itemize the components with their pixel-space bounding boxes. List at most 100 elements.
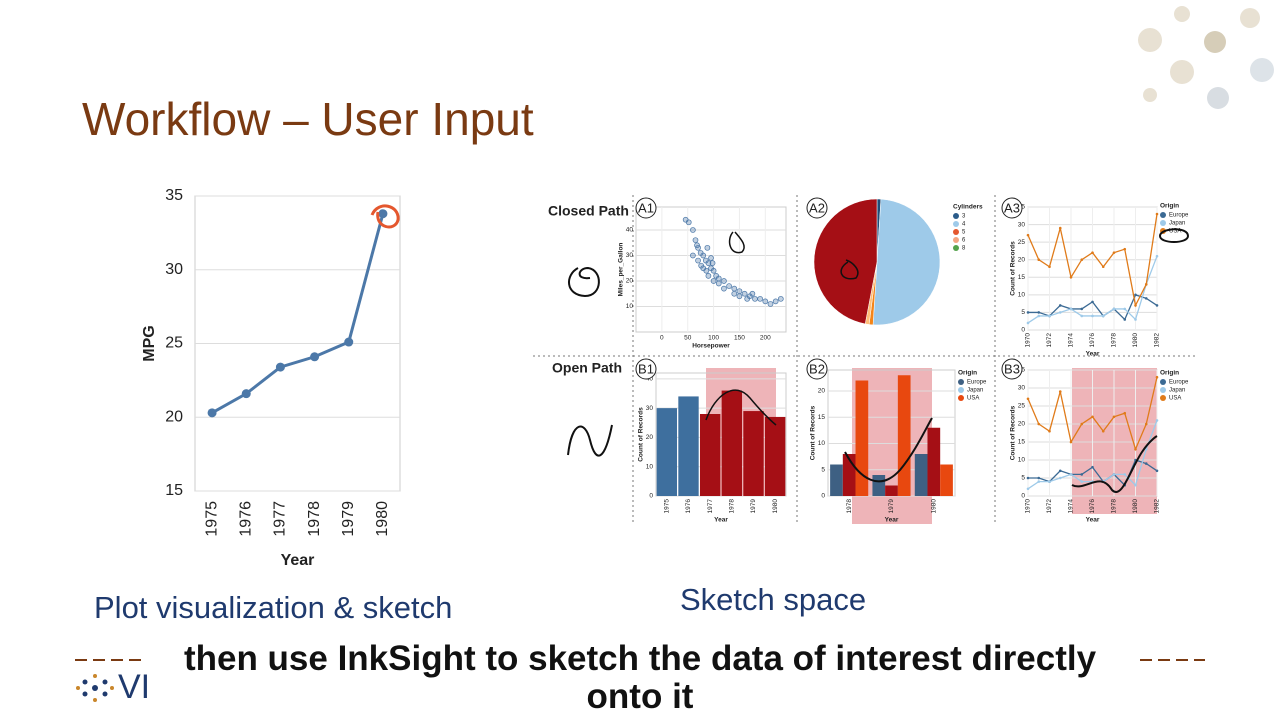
panel-badge: [1001, 197, 1023, 219]
bar: [678, 396, 699, 496]
y-tick-label: 10: [626, 303, 634, 310]
row-label: Closed Path: [548, 203, 629, 219]
y-tick-label: 0: [649, 493, 653, 500]
x-axis-title: Year: [714, 517, 728, 524]
point: [1037, 480, 1041, 483]
legend-label: Europe: [1169, 380, 1189, 386]
dot: [1207, 87, 1229, 109]
y-tick-label: 20: [646, 434, 654, 441]
legend-swatch: [953, 229, 959, 235]
point: [710, 267, 717, 274]
point: [736, 293, 743, 300]
point: [772, 298, 779, 305]
point: [709, 260, 716, 266]
point: [1155, 469, 1159, 473]
video-subtitle: then use InkSight to sketch the data of …: [183, 639, 1097, 716]
x-tick-label: 1977: [707, 499, 714, 514]
point: [705, 273, 712, 279]
y-axis-title: MPG: [141, 325, 158, 361]
x-tick-label: 1977: [272, 501, 289, 537]
pie-slice: [813, 198, 878, 325]
point: [1101, 265, 1105, 269]
point: [700, 252, 707, 259]
point: [690, 227, 696, 233]
x-tick-label: 1980: [374, 501, 391, 537]
legend-label: Europe: [1169, 213, 1189, 219]
legend-swatch: [958, 395, 964, 401]
y-tick-label: 25: [1018, 403, 1026, 410]
point: [1091, 251, 1094, 254]
point: [744, 295, 751, 302]
panel-badge: [635, 197, 657, 219]
point: [1155, 304, 1159, 307]
point: [692, 237, 699, 244]
y-tick-label: 40: [626, 227, 634, 234]
sketch-open: [567, 424, 613, 457]
legend-title: Cylinders: [953, 204, 983, 211]
point: [705, 260, 712, 266]
point: [721, 285, 727, 292]
y-tick-label: 30: [626, 252, 634, 259]
point: [1112, 307, 1116, 311]
point: [1144, 297, 1148, 300]
point: [715, 275, 722, 282]
legend-label: 4: [962, 222, 966, 228]
dot: [1240, 8, 1260, 28]
point: [695, 257, 701, 264]
sketches: [370, 204, 1190, 493]
point: [1058, 469, 1062, 473]
point: [1026, 476, 1030, 480]
point: [1101, 314, 1105, 318]
point: [1048, 480, 1051, 483]
point: [207, 408, 217, 418]
x-tick-label: 1978: [729, 499, 736, 514]
point: [1048, 265, 1051, 269]
x-tick-label: 1974: [1068, 499, 1075, 514]
dot: [1143, 88, 1157, 102]
point: [1069, 473, 1073, 476]
bar: [897, 375, 911, 496]
point: [698, 262, 705, 269]
y-tick-label: 10: [818, 440, 826, 447]
x-tick-label: 1978: [846, 499, 853, 514]
x-tick-label: 1978: [1111, 333, 1118, 348]
legend-label: 3: [962, 214, 966, 220]
legend-label: USA: [967, 396, 979, 402]
point: [1037, 422, 1041, 426]
legend-swatch: [1160, 387, 1166, 393]
x-tick-label: 1975: [664, 499, 671, 514]
x-axis-title: Year: [885, 517, 899, 524]
y-tick-label: 10: [646, 463, 654, 470]
bar: [699, 414, 721, 496]
legend-swatch: [1160, 395, 1166, 401]
y-tick-label: 25: [1018, 239, 1026, 246]
legend-label: Japan: [967, 388, 983, 394]
legend-label: USA: [1169, 396, 1181, 402]
bar: [764, 416, 786, 496]
x-tick-label: 1970: [1025, 499, 1032, 514]
x-tick-label: 100: [708, 335, 719, 342]
legend-label: Japan: [1169, 388, 1185, 394]
y-tick-label: 15: [818, 414, 826, 421]
y-tick-label: 30: [646, 405, 654, 412]
point: [1058, 304, 1062, 307]
x-tick-label: 1976: [685, 499, 692, 514]
panel-badge: [1001, 358, 1023, 380]
point: [1080, 473, 1084, 476]
y-tick-label: 0: [821, 493, 825, 500]
legend-swatch: [1160, 379, 1166, 385]
point: [741, 290, 748, 297]
panel-label: B3: [1004, 361, 1020, 376]
panel-label: B1: [638, 361, 654, 376]
point: [378, 209, 388, 219]
point: [757, 295, 763, 302]
point: [1144, 462, 1148, 465]
plot-frame: [635, 206, 787, 333]
point: [777, 295, 784, 302]
y-tick-label: 20: [626, 278, 634, 285]
dot: [1204, 31, 1226, 53]
point: [241, 389, 251, 399]
point: [1037, 314, 1041, 318]
